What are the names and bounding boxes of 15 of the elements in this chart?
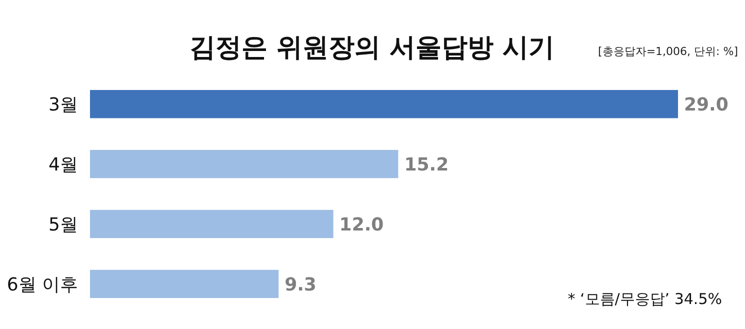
bar — [90, 210, 334, 238]
bar — [90, 150, 398, 178]
bar — [90, 90, 678, 118]
y-tick-label: 4월 — [48, 154, 78, 176]
data-label: 15.2 — [404, 154, 449, 176]
bar — [90, 270, 279, 298]
chart-subtitle: [총응답자=1,006, 단위: %] — [598, 45, 738, 58]
data-label: 29.0 — [684, 94, 728, 116]
data-label: 9.3 — [284, 274, 316, 296]
data-label: 12.0 — [339, 214, 384, 236]
y-tick-label: 3월 — [48, 94, 78, 116]
chart-title: 김정은 위원장의 서울답방 시기 — [189, 33, 555, 63]
y-tick-label: 5월 — [48, 214, 78, 236]
annotation: * ‘모름/무응답’ 34.5% — [568, 290, 722, 308]
y-tick-label: 6월 이후 — [6, 274, 78, 296]
